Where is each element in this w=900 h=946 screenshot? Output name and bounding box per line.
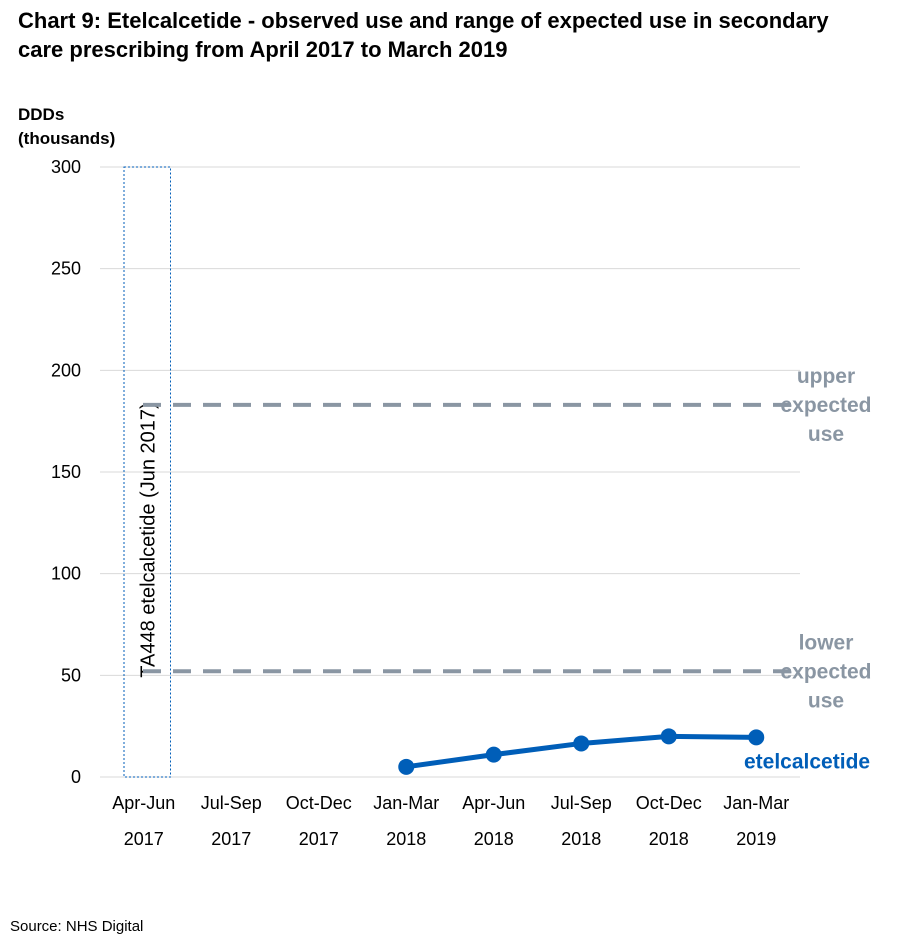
x-tick-year-label: 2019 (736, 829, 776, 849)
y-axis-label-line1: DDDs (18, 105, 65, 124)
x-tick-year-label: 2018 (649, 829, 689, 849)
reference-line-label: upper (797, 365, 855, 388)
y-tick-label: 200 (51, 360, 81, 380)
highlight-box-label: TA448 etelcalcetide (Jun 2017) (137, 402, 159, 677)
x-tick-label: Oct-Dec (636, 793, 702, 813)
y-tick-label: 250 (51, 259, 81, 279)
x-tick-year-label: 2018 (386, 829, 426, 849)
y-tick-label: 50 (61, 665, 81, 685)
data-point (398, 758, 415, 775)
x-tick-year-label: 2018 (474, 829, 514, 849)
series-label: etelcalcetide (744, 750, 870, 773)
highlight-box (123, 166, 171, 778)
x-tick-label: Jan-Mar (373, 793, 439, 813)
source-note: Source: NHS Digital (10, 918, 144, 935)
reference-line-label: use (808, 689, 844, 712)
x-tick-label: Jul-Sep (201, 793, 262, 813)
x-tick-year-label: 2017 (211, 829, 251, 849)
reference-line-label: use (808, 423, 844, 446)
x-tick-year-label: 2017 (299, 829, 339, 849)
y-axis-label-line2: (thousands) (18, 129, 116, 148)
x-tick-year-label: 2017 (124, 829, 164, 849)
y-tick-label: 100 (51, 564, 81, 584)
y-axis-label: DDDs (thousands) (18, 103, 115, 151)
y-tick-label: 0 (71, 767, 81, 787)
data-point (573, 735, 590, 752)
reference-line-label: expected (780, 394, 871, 417)
data-point (485, 746, 502, 763)
x-tick-label: Jul-Sep (551, 793, 612, 813)
y-tick-label: 150 (51, 462, 81, 482)
y-tick-label: 300 (51, 157, 81, 177)
x-tick-year-label: 2018 (561, 829, 601, 849)
reference-line-label: lower (799, 631, 854, 654)
x-tick-label: Oct-Dec (286, 793, 352, 813)
x-tick-label: Apr-Jun (462, 793, 525, 813)
data-point (660, 728, 677, 745)
x-tick-label: Jan-Mar (723, 793, 789, 813)
x-tick-label: Apr-Jun (112, 793, 175, 813)
chart-title: Chart 9: Etelcalcetide - observed use an… (18, 8, 829, 62)
data-point (748, 729, 765, 746)
reference-line-label: expected (780, 660, 871, 683)
